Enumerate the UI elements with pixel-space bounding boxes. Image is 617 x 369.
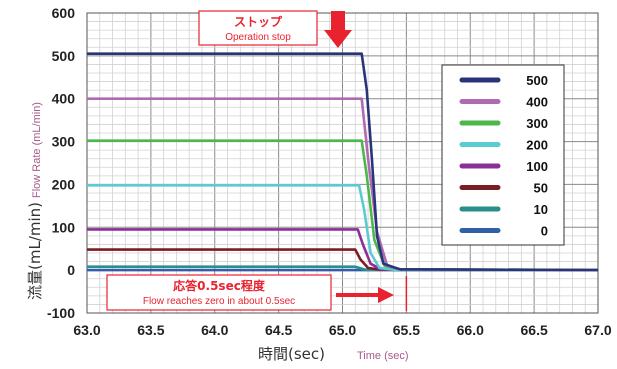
- series-lines: [87, 52, 599, 272]
- x-tick-label: 64.0: [201, 322, 228, 338]
- operation-stop-box: [198, 10, 318, 46]
- x-axis-label-en: Time (sec): [357, 350, 409, 362]
- x-tick-label: 66.0: [457, 322, 484, 338]
- y-tick-label: 600: [52, 5, 76, 21]
- response-box: [106, 274, 332, 311]
- y-axis-label: 流量(mL/min): [26, 202, 44, 300]
- y-tick-label: 300: [52, 134, 76, 150]
- response-annotation: 応答0.5sec程度 Flow reaches zero in about 0.…: [106, 274, 408, 311]
- legend-label-300: 300: [526, 116, 548, 131]
- y-axis-label-jp: 流量(mL/min): [26, 202, 44, 300]
- legend-box: [441, 64, 565, 246]
- legend-label-400: 400: [526, 95, 548, 110]
- x-tick-label: 63.5: [137, 322, 164, 338]
- legend-label-100: 100: [526, 159, 548, 174]
- legend-label-10: 10: [534, 202, 548, 217]
- y-tick-label: 500: [52, 48, 76, 64]
- y-axis-label-en-group: Flow Rate (mL/min): [31, 102, 43, 198]
- y-tick-label: 200: [52, 176, 76, 192]
- response-label-en: Flow reaches zero in about 0.5sec: [143, 296, 295, 307]
- operation-stop-annotation: ストップ Operation stop: [198, 10, 352, 48]
- x-tick-labels: 63.0 63.5 64.0 64.5 65.0 65.5 66.0 66.5 67.0: [73, 322, 611, 338]
- legend-label-0: 0: [541, 224, 548, 239]
- right-arrow-icon: [378, 287, 394, 303]
- legend-label-500: 500: [526, 73, 548, 88]
- legend-label-200: 200: [526, 138, 548, 153]
- y-tick-label: 100: [52, 219, 76, 235]
- down-arrow-icon: [324, 11, 352, 48]
- response-label-jp: 応答0.5sec程度: [173, 278, 266, 293]
- y-tick-label: 0: [67, 262, 75, 278]
- x-axis-label-jp: 時間(sec): [258, 345, 325, 363]
- y-axis-label-en: Flow Rate (mL/min): [31, 102, 43, 198]
- operation-stop-label-en: Operation stop: [225, 32, 291, 43]
- x-tick-label: 65.0: [329, 322, 356, 338]
- legend-label-50: 50: [534, 181, 548, 196]
- series-line-500: [87, 52, 599, 272]
- x-tick-label: 65.5: [393, 322, 420, 338]
- series-line-200: [87, 184, 599, 272]
- operation-stop-label-jp: ストップ: [234, 14, 283, 29]
- x-tick-label: 66.5: [521, 322, 548, 338]
- y-tick-label: 400: [52, 91, 76, 107]
- x-tick-label: 64.5: [265, 322, 292, 338]
- x-tick-label: 63.0: [73, 322, 100, 338]
- x-tick-label: 67.0: [584, 322, 611, 338]
- y-tick-label: -100: [47, 305, 75, 321]
- y-tick-labels: 600 500 400 300 200 100 0 -100: [47, 5, 75, 321]
